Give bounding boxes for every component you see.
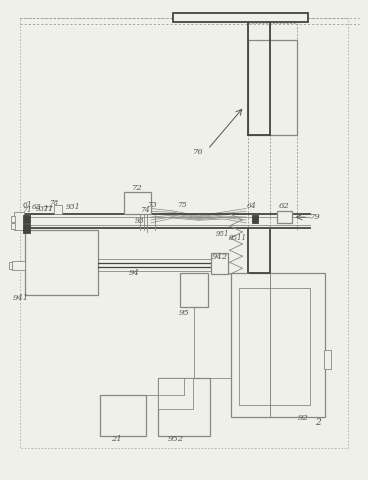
Text: 64: 64	[247, 202, 257, 210]
Text: 931: 931	[65, 203, 80, 211]
Bar	[11, 216, 15, 222]
Bar	[23, 224, 30, 233]
Text: 951: 951	[216, 230, 230, 238]
Bar	[54, 205, 63, 214]
Text: 2: 2	[315, 418, 321, 427]
Bar	[211, 253, 228, 275]
Text: 62: 62	[279, 202, 290, 210]
Text: 77: 77	[43, 205, 54, 213]
Text: 94: 94	[129, 269, 140, 277]
Text: 76: 76	[193, 148, 204, 156]
Bar	[248, 39, 297, 135]
Bar	[12, 261, 25, 270]
Bar	[277, 211, 292, 223]
Bar	[100, 395, 146, 436]
Text: 79: 79	[310, 213, 321, 221]
Text: 61: 61	[22, 201, 32, 209]
Text: 941: 941	[13, 294, 28, 302]
Bar	[9, 262, 13, 269]
Text: 942: 942	[211, 252, 227, 261]
Text: 952: 952	[167, 435, 184, 444]
Text: 72: 72	[132, 183, 143, 192]
Text: 73: 73	[148, 201, 157, 209]
Bar	[323, 350, 331, 369]
Text: 78: 78	[50, 199, 59, 207]
Bar	[159, 378, 193, 409]
Bar	[23, 215, 30, 223]
Bar	[173, 13, 308, 22]
Bar	[239, 288, 310, 405]
Text: 21: 21	[111, 435, 122, 444]
Text: 71: 71	[22, 206, 32, 215]
Text: 74: 74	[140, 206, 150, 215]
Bar	[124, 192, 151, 214]
Text: 93: 93	[135, 217, 145, 225]
Bar	[14, 212, 24, 230]
Bar	[180, 274, 208, 307]
Bar	[231, 274, 325, 417]
Bar	[11, 223, 15, 229]
Text: 75: 75	[177, 201, 187, 209]
Text: 92: 92	[297, 414, 308, 421]
Text: 95: 95	[178, 309, 189, 316]
Text: 63: 63	[32, 203, 42, 211]
Bar	[25, 230, 98, 295]
Text: 9311: 9311	[36, 205, 54, 214]
Text: 9511: 9511	[229, 234, 247, 241]
Bar	[159, 378, 209, 436]
Bar	[252, 215, 258, 223]
